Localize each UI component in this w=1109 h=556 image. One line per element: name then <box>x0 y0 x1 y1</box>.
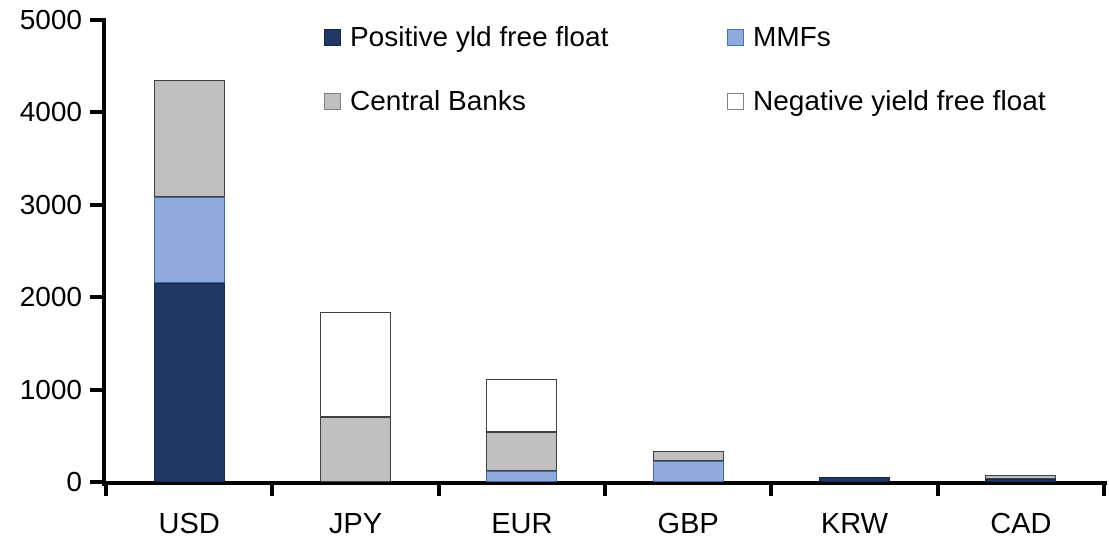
legend-swatch-mmfs <box>727 28 744 46</box>
bar-segment-JPY <box>320 417 391 482</box>
bar-segment-CAD <box>985 475 1057 479</box>
bar-segment-EUR <box>486 379 558 433</box>
legend-label: MMFs <box>753 21 831 52</box>
legend-item-positive-yld-free-float: Positive yld free float <box>324 20 608 54</box>
y-tick-label: 0 <box>66 466 82 497</box>
y-tick <box>90 202 102 207</box>
legend-label: Negative yield free float <box>753 85 1046 116</box>
x-tick <box>935 483 940 496</box>
bar-segment-GBP <box>652 450 724 461</box>
bar-segment-KRW <box>819 477 890 482</box>
y-tick-label: 5000 <box>19 4 82 35</box>
y-tick-label: 1000 <box>19 373 82 405</box>
y-tick <box>90 110 102 115</box>
bar-segment-USD <box>153 197 225 284</box>
legend-item-negative-yield-free-float: Negative yield free float <box>727 84 1046 118</box>
x-tick <box>104 483 108 496</box>
bar-segment-EUR <box>486 470 558 482</box>
bar-segment-USD <box>153 80 225 198</box>
y-axis <box>102 18 106 486</box>
bar-segment-EUR <box>486 432 558 471</box>
legend-swatch-central-banks <box>324 92 341 110</box>
legend-label: Positive yld free float <box>350 21 609 52</box>
x-axis-label-KRW: KRW <box>820 508 889 540</box>
y-tick-label: 4000 <box>19 96 82 128</box>
y-tick <box>90 295 102 300</box>
bar-segment-CAD <box>985 478 1057 482</box>
x-tick <box>603 483 607 496</box>
x-axis-label-GBP: GBP <box>657 508 719 540</box>
y-tick <box>90 387 102 392</box>
y-tick-label: 3000 <box>19 188 82 220</box>
x-tick <box>1102 483 1106 496</box>
x-axis-label-CAD: CAD <box>990 508 1052 540</box>
legend-label: Central Banks <box>350 85 526 116</box>
legend-swatch-negative-yield-free-float <box>727 92 744 110</box>
legend-item-mmfs: MMFs <box>727 20 831 54</box>
y-tick <box>90 18 102 22</box>
x-axis-label-USD: USD <box>158 508 220 540</box>
x-tick <box>270 483 275 496</box>
bar-segment-GBP <box>652 460 724 482</box>
x-axis-label-EUR: EUR <box>491 508 553 540</box>
y-tick <box>90 480 102 484</box>
x-axis-label-JPY: JPY <box>328 508 383 540</box>
x-tick <box>769 483 774 496</box>
x-tick <box>436 483 441 496</box>
legend-item-central-banks: Central Banks <box>324 84 526 118</box>
bar-segment-USD <box>153 283 225 482</box>
legend-swatch-positive-yld-free-float <box>324 28 341 46</box>
y-tick-label: 2000 <box>19 281 82 313</box>
bar-segment-JPY <box>320 311 391 418</box>
